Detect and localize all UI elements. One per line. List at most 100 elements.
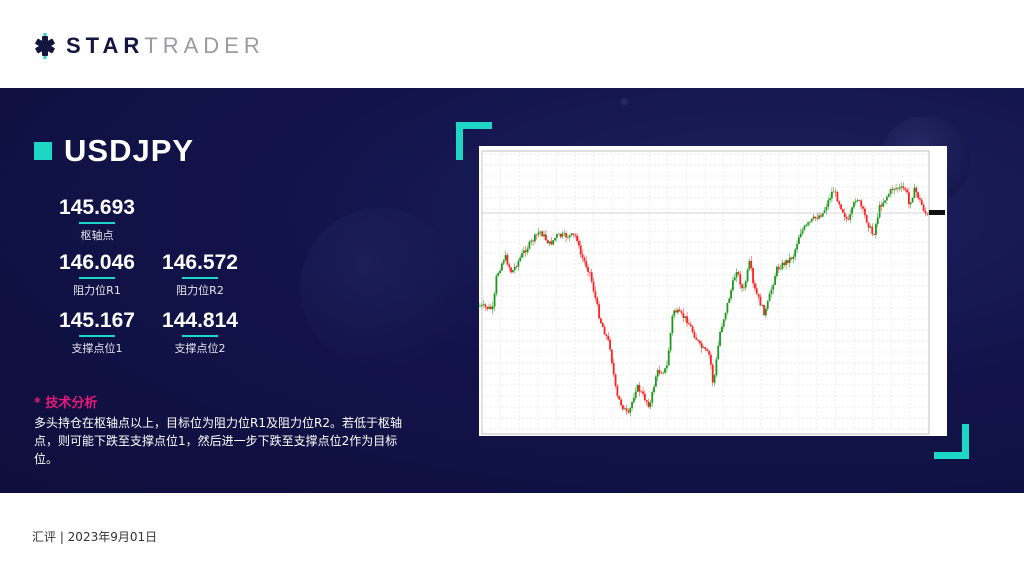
candle-body [675, 310, 677, 313]
candle-body [898, 187, 901, 189]
candle-body [851, 207, 853, 215]
candle-body [563, 233, 566, 234]
candle-body [638, 385, 641, 392]
candle-body [504, 255, 507, 261]
candle-body [543, 234, 545, 237]
candle-body [825, 207, 828, 211]
candle-body [715, 359, 718, 376]
candle-body [862, 206, 864, 209]
candle-body [794, 249, 797, 257]
logo: STARTRADER [32, 33, 265, 59]
candle-body [691, 326, 694, 333]
candle-body [667, 350, 670, 366]
candle-body [880, 205, 883, 207]
candle-body [873, 234, 875, 235]
candle-body [568, 235, 571, 238]
candle-body [823, 210, 826, 213]
candle-body [785, 260, 787, 265]
candle-body [666, 365, 668, 369]
candle-body [779, 268, 782, 270]
candle-body [559, 233, 562, 237]
candle-body [860, 200, 863, 207]
decor-orb [620, 98, 630, 108]
r1-level: 146.046 阻力位R1 [59, 251, 135, 297]
bracket-bottom-right [934, 452, 969, 459]
candle-body [515, 266, 518, 268]
candle-body [497, 273, 500, 276]
candle-body [554, 237, 556, 241]
candle-body [803, 226, 806, 230]
candle-body [831, 191, 833, 199]
candle-body [535, 234, 538, 236]
candle-body [517, 260, 520, 267]
candle-body [636, 385, 639, 392]
candle-body [741, 284, 743, 289]
candle-body [820, 215, 822, 217]
candle-body [876, 217, 879, 225]
candle-body [609, 339, 611, 350]
candle-body [480, 304, 483, 306]
candle-body [871, 226, 874, 235]
candle-body [686, 316, 688, 324]
candle-body [768, 293, 771, 302]
candle-body [611, 349, 613, 363]
candle-body [625, 408, 628, 411]
candle-body [490, 306, 492, 310]
candle-body [906, 189, 908, 193]
candle-body [854, 201, 857, 203]
candle-body [812, 216, 815, 219]
candle-body [684, 316, 687, 318]
candle-body [902, 186, 905, 189]
candle-body [772, 284, 775, 290]
candle-body [733, 277, 736, 281]
candle-body [644, 393, 646, 401]
candle-body [567, 237, 569, 238]
candle-body [486, 306, 489, 309]
candle-body [557, 233, 560, 235]
candle-body [607, 336, 610, 340]
candle-body [796, 244, 798, 250]
decor-orb [300, 208, 460, 368]
candle-body [669, 333, 672, 351]
candle-body [678, 309, 681, 312]
candle-body [719, 332, 721, 346]
candle-body [653, 386, 655, 393]
title-marker [34, 142, 52, 160]
candle-body [612, 362, 615, 375]
candle-body [919, 198, 921, 200]
pair-title: USDJPY [34, 133, 194, 169]
candle-body [651, 392, 654, 403]
candle-body [754, 283, 756, 289]
candle-body [688, 323, 690, 325]
candle-body [495, 275, 498, 294]
bracket-top-left [456, 122, 492, 129]
candle-body [631, 402, 633, 408]
candle-body [699, 340, 701, 344]
candle-body [634, 391, 637, 398]
logo-text: STARTRADER [66, 33, 265, 58]
candle-body [695, 337, 698, 340]
candle-body [565, 233, 567, 238]
candle-body [601, 323, 604, 328]
candle-body [708, 351, 710, 355]
candle-body [590, 272, 593, 282]
candle-body [882, 202, 885, 207]
candle-body [801, 229, 804, 234]
candle-body [847, 218, 850, 220]
candle-body [897, 188, 899, 189]
candle-body [761, 304, 764, 306]
candlestick-chart [479, 150, 945, 435]
candle-body [816, 217, 819, 219]
candle-body [722, 319, 725, 327]
candle-body [900, 186, 903, 188]
candle-body [726, 302, 729, 313]
candle-body [717, 345, 720, 360]
candle-body [781, 262, 784, 269]
candle-body [521, 253, 523, 258]
candle-body [491, 306, 494, 310]
candle-body [721, 326, 723, 333]
candle-body [488, 306, 490, 309]
candle-body [642, 391, 644, 394]
candle-body [917, 192, 919, 199]
candle-body [620, 399, 622, 406]
